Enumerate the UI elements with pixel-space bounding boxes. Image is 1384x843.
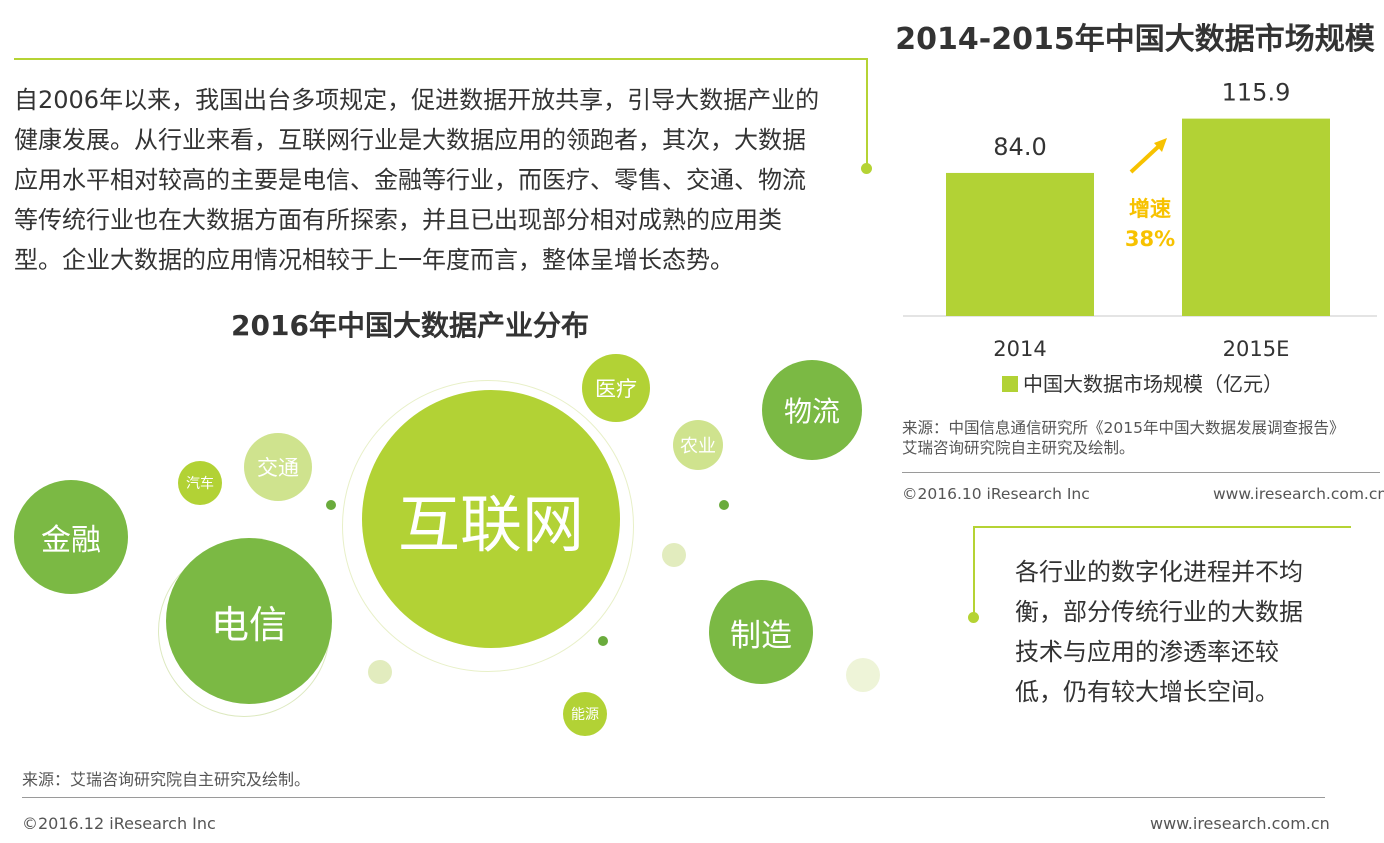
x-tick-2014: 2014 <box>993 337 1046 361</box>
bubble-source: 来源：艾瑞咨询研究院自主研究及绘制。 <box>22 770 311 789</box>
legend-swatch <box>1002 376 1018 392</box>
bubble-finance: 金融 <box>14 480 128 594</box>
note-line: 各行业的数字化进程并不均 <box>1015 558 1303 586</box>
note-line: 衡，部分传统行业的大数据 <box>1015 598 1303 626</box>
decor-dot <box>662 543 686 567</box>
growth-arrow-icon <box>1129 138 1167 174</box>
note-frame-top-line <box>975 526 1351 528</box>
footer-copyright: ©2016.12 iResearch Inc <box>22 814 216 833</box>
bubble-manufacturing: 制造 <box>709 580 813 684</box>
intro-line: 应用水平相对较高的主要是电信、金融等行业，而医疗、零售、交通、物流 <box>14 166 806 194</box>
bar-chart: 84.0 115.9 2014 2015E 增速 38% 中国大数据市场规模（亿… <box>903 79 1377 396</box>
intro-frame-right-line <box>866 58 868 168</box>
note-paragraph: 各行业的数字化进程并不均 衡，部分传统行业的大数据 技术与应用的渗透率还较 低，… <box>1015 552 1335 712</box>
x-tick-2015e: 2015E <box>1223 337 1290 361</box>
bubble-traffic: 交通 <box>244 433 312 501</box>
chart-source-line: 来源：中国信息通信研究所《2015年中国大数据发展调查报告》 <box>902 419 1345 437</box>
bubble-agriculture: 农业 <box>673 420 723 470</box>
chart-copyright: ©2016.10 iResearch Inc <box>902 485 1090 503</box>
intro-line: 健康发展。从行业来看，互联网行业是大数据应用的领跑者，其次，大数据 <box>14 126 806 154</box>
bubble-logistics: 物流 <box>762 360 862 460</box>
bar-2014 <box>946 172 1094 316</box>
bubble-chart-title: 2016年中国大数据产业分布 <box>231 309 589 342</box>
bar-chart-title: 2014-2015年中国大数据市场规模 <box>895 22 1375 57</box>
intro-line: 自2006年以来，我国出台多项规定，促进数据开放共享，引导大数据产业的 <box>14 86 820 114</box>
note-frame-dot <box>968 612 979 623</box>
decor-dot <box>846 658 880 692</box>
bubble-telecom: 电信 <box>166 538 332 704</box>
intro-frame-top-line <box>14 58 867 60</box>
decor-dot <box>368 660 392 684</box>
decor-dot <box>598 636 608 646</box>
footer-website: www.iresearch.com.cn <box>1150 814 1330 833</box>
decor-dot <box>719 500 729 510</box>
footer-divider <box>22 797 1325 798</box>
growth-label: 增速 <box>1129 197 1171 221</box>
bubble-energy: 能源 <box>563 692 607 736</box>
note-frame-left-line <box>973 526 975 618</box>
note-line: 技术与应用的渗透率还较 <box>1015 638 1279 666</box>
intro-frame-dot <box>861 163 872 174</box>
intro-line: 等传统行业也在大数据方面有所探索，并且已出现部分相对成熟的应用类 <box>14 206 782 234</box>
chart-source: 来源：中国信息通信研究所《2015年中国大数据发展调查报告》 艾瑞咨询研究院自主… <box>902 418 1382 458</box>
intro-line: 型。企业大数据的应用情况相较于上一年度而言，整体呈增长态势。 <box>14 246 734 274</box>
data-label-2015e: 115.9 <box>1222 79 1291 107</box>
chart-divider <box>902 472 1380 473</box>
note-line: 低，仍有较大增长空间。 <box>1015 678 1279 706</box>
chart-source-line: 艾瑞咨询研究院自主研究及绘制。 <box>902 439 1135 457</box>
decor-dot <box>326 500 336 510</box>
bubble-medical: 医疗 <box>582 354 650 422</box>
bubble-auto: 汽车 <box>178 461 222 505</box>
growth-value: 38% <box>1125 227 1175 251</box>
chart-website: www.iresearch.com.cn <box>1213 485 1384 503</box>
legend-label: 中国大数据市场规模（亿元） <box>1023 372 1283 396</box>
bubble-internet: 互联网 <box>362 390 620 648</box>
decor-ring <box>342 380 634 672</box>
bar-2015e <box>1182 118 1330 316</box>
intro-paragraph: 自2006年以来，我国出台多项规定，促进数据开放共享，引导大数据产业的 健康发展… <box>14 80 864 280</box>
data-label-2014: 84.0 <box>993 133 1046 161</box>
